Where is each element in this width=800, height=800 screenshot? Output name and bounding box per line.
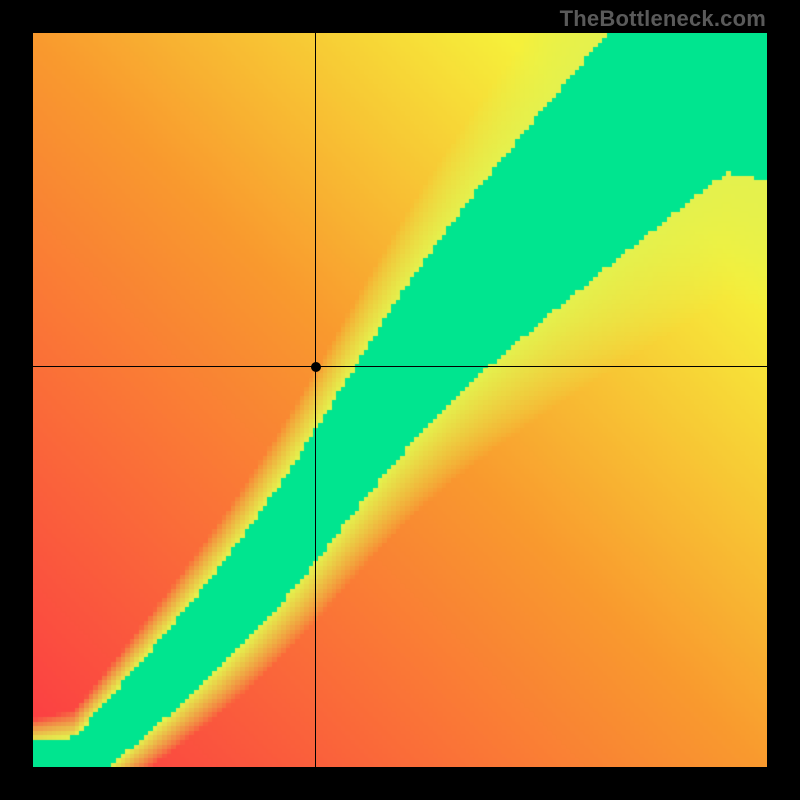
crosshair-horizontal [33,366,767,367]
watermark-text: TheBottleneck.com [560,6,766,32]
crosshair-vertical [315,33,316,767]
heatmap-canvas [33,33,767,767]
chart-frame: TheBottleneck.com [0,0,800,800]
heatmap-plot-area [33,33,767,767]
crosshair-point [311,362,321,372]
